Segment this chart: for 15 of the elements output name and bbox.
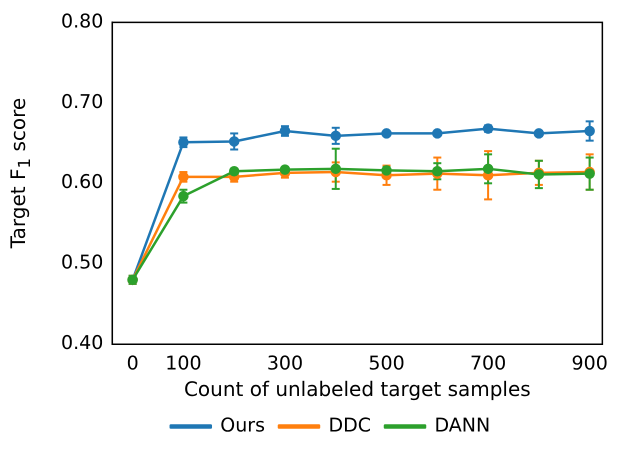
x-tick-label: 100 bbox=[165, 352, 202, 375]
x-tick-label: 500 bbox=[368, 352, 405, 375]
x-tick-label: 300 bbox=[266, 352, 304, 375]
x-tick-label: 900 bbox=[572, 352, 608, 375]
legend-label: Ours bbox=[220, 414, 265, 436]
legend-label: DANN bbox=[434, 414, 490, 436]
y-tick-label: 0.40 bbox=[60, 332, 104, 354]
y-tick-label: 0.60 bbox=[60, 171, 104, 194]
y-tick-label: 0.50 bbox=[60, 252, 104, 274]
y-tick-label: 0.80 bbox=[60, 10, 104, 32]
y-tick-label: 0.70 bbox=[60, 90, 104, 113]
x-tick-label: 0 bbox=[126, 352, 139, 375]
x-tick-label: 700 bbox=[470, 352, 506, 375]
x-axis-title: Count of unlabeled target samples bbox=[184, 377, 531, 402]
legend-label: DDC bbox=[328, 414, 372, 436]
